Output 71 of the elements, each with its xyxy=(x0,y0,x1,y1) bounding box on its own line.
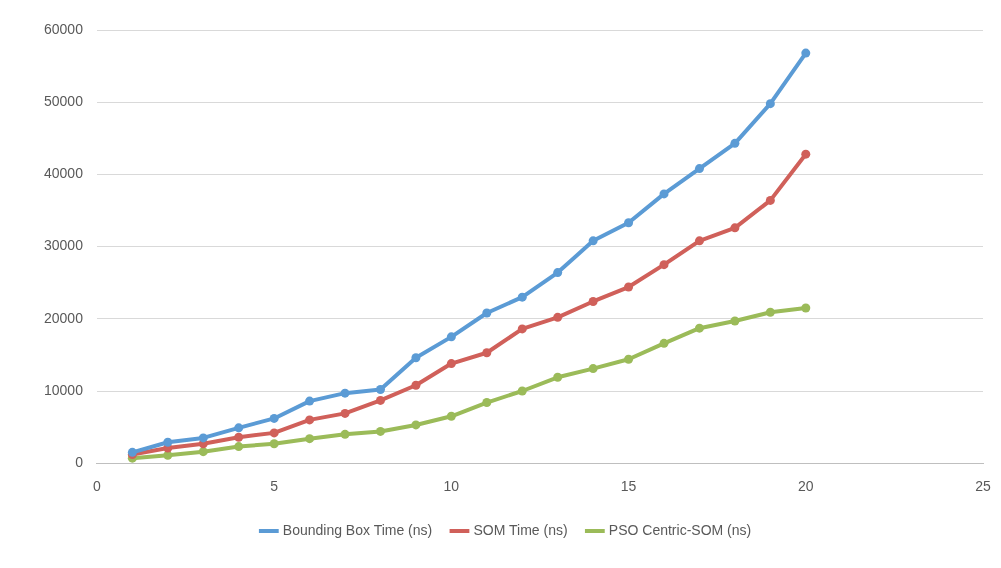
point xyxy=(375,385,385,395)
point xyxy=(163,450,173,460)
point xyxy=(234,423,244,433)
legend-label: SOM Time (ns) xyxy=(473,521,568,538)
point xyxy=(553,268,563,278)
point xyxy=(234,442,244,452)
y-tick-label: 40000 xyxy=(43,165,84,182)
point xyxy=(411,353,421,363)
point xyxy=(446,332,456,342)
point xyxy=(517,292,527,302)
point xyxy=(588,236,598,246)
point xyxy=(198,447,208,457)
legend-label: Bounding Box Time (ns) xyxy=(282,521,433,538)
point xyxy=(482,348,492,358)
point xyxy=(765,195,775,205)
point xyxy=(730,316,740,326)
point xyxy=(624,218,634,228)
legend-label: PSO Centric-SOM (ns) xyxy=(608,521,752,538)
point xyxy=(730,223,740,233)
point xyxy=(340,408,350,418)
point xyxy=(517,386,527,396)
x-tick-label: 15 xyxy=(620,478,637,495)
point xyxy=(801,48,811,58)
x-tick-label: 5 xyxy=(270,478,279,495)
point xyxy=(375,426,385,436)
point xyxy=(694,323,704,333)
point xyxy=(163,437,173,447)
point xyxy=(730,138,740,148)
x-tick-label: 20 xyxy=(798,478,814,495)
point xyxy=(269,413,279,423)
y-tick-label: 0 xyxy=(75,454,84,471)
point xyxy=(765,99,775,109)
y-tick-label: 20000 xyxy=(43,309,84,326)
y-tick-label: 10000 xyxy=(43,381,84,398)
point xyxy=(446,359,456,369)
x-tick-label: 0 xyxy=(93,478,102,495)
point xyxy=(517,324,527,334)
point xyxy=(482,308,492,318)
x-tick-label: 10 xyxy=(443,478,460,495)
y-tick-label: 50000 xyxy=(43,93,84,110)
point xyxy=(305,396,315,406)
point xyxy=(305,434,315,444)
point xyxy=(375,395,385,405)
point xyxy=(659,338,669,348)
point xyxy=(446,411,456,421)
point xyxy=(765,307,775,317)
point xyxy=(553,312,563,322)
point xyxy=(694,236,704,246)
point xyxy=(553,372,563,382)
point xyxy=(269,439,279,449)
point xyxy=(340,429,350,439)
x-tick-label: 25 xyxy=(975,478,991,495)
point xyxy=(624,282,634,292)
point xyxy=(198,433,208,443)
y-tick-label: 30000 xyxy=(43,237,84,254)
point xyxy=(411,380,421,390)
point xyxy=(624,354,634,364)
point xyxy=(801,149,811,159)
point xyxy=(411,420,421,430)
point xyxy=(234,432,244,442)
point xyxy=(801,303,811,313)
point xyxy=(340,388,350,398)
y-tick-label: 60000 xyxy=(43,20,84,37)
point xyxy=(588,296,598,306)
point xyxy=(305,415,315,425)
point xyxy=(482,398,492,408)
point xyxy=(659,260,669,270)
point xyxy=(659,189,669,199)
point xyxy=(694,164,704,174)
point xyxy=(588,364,598,374)
point xyxy=(269,428,279,438)
